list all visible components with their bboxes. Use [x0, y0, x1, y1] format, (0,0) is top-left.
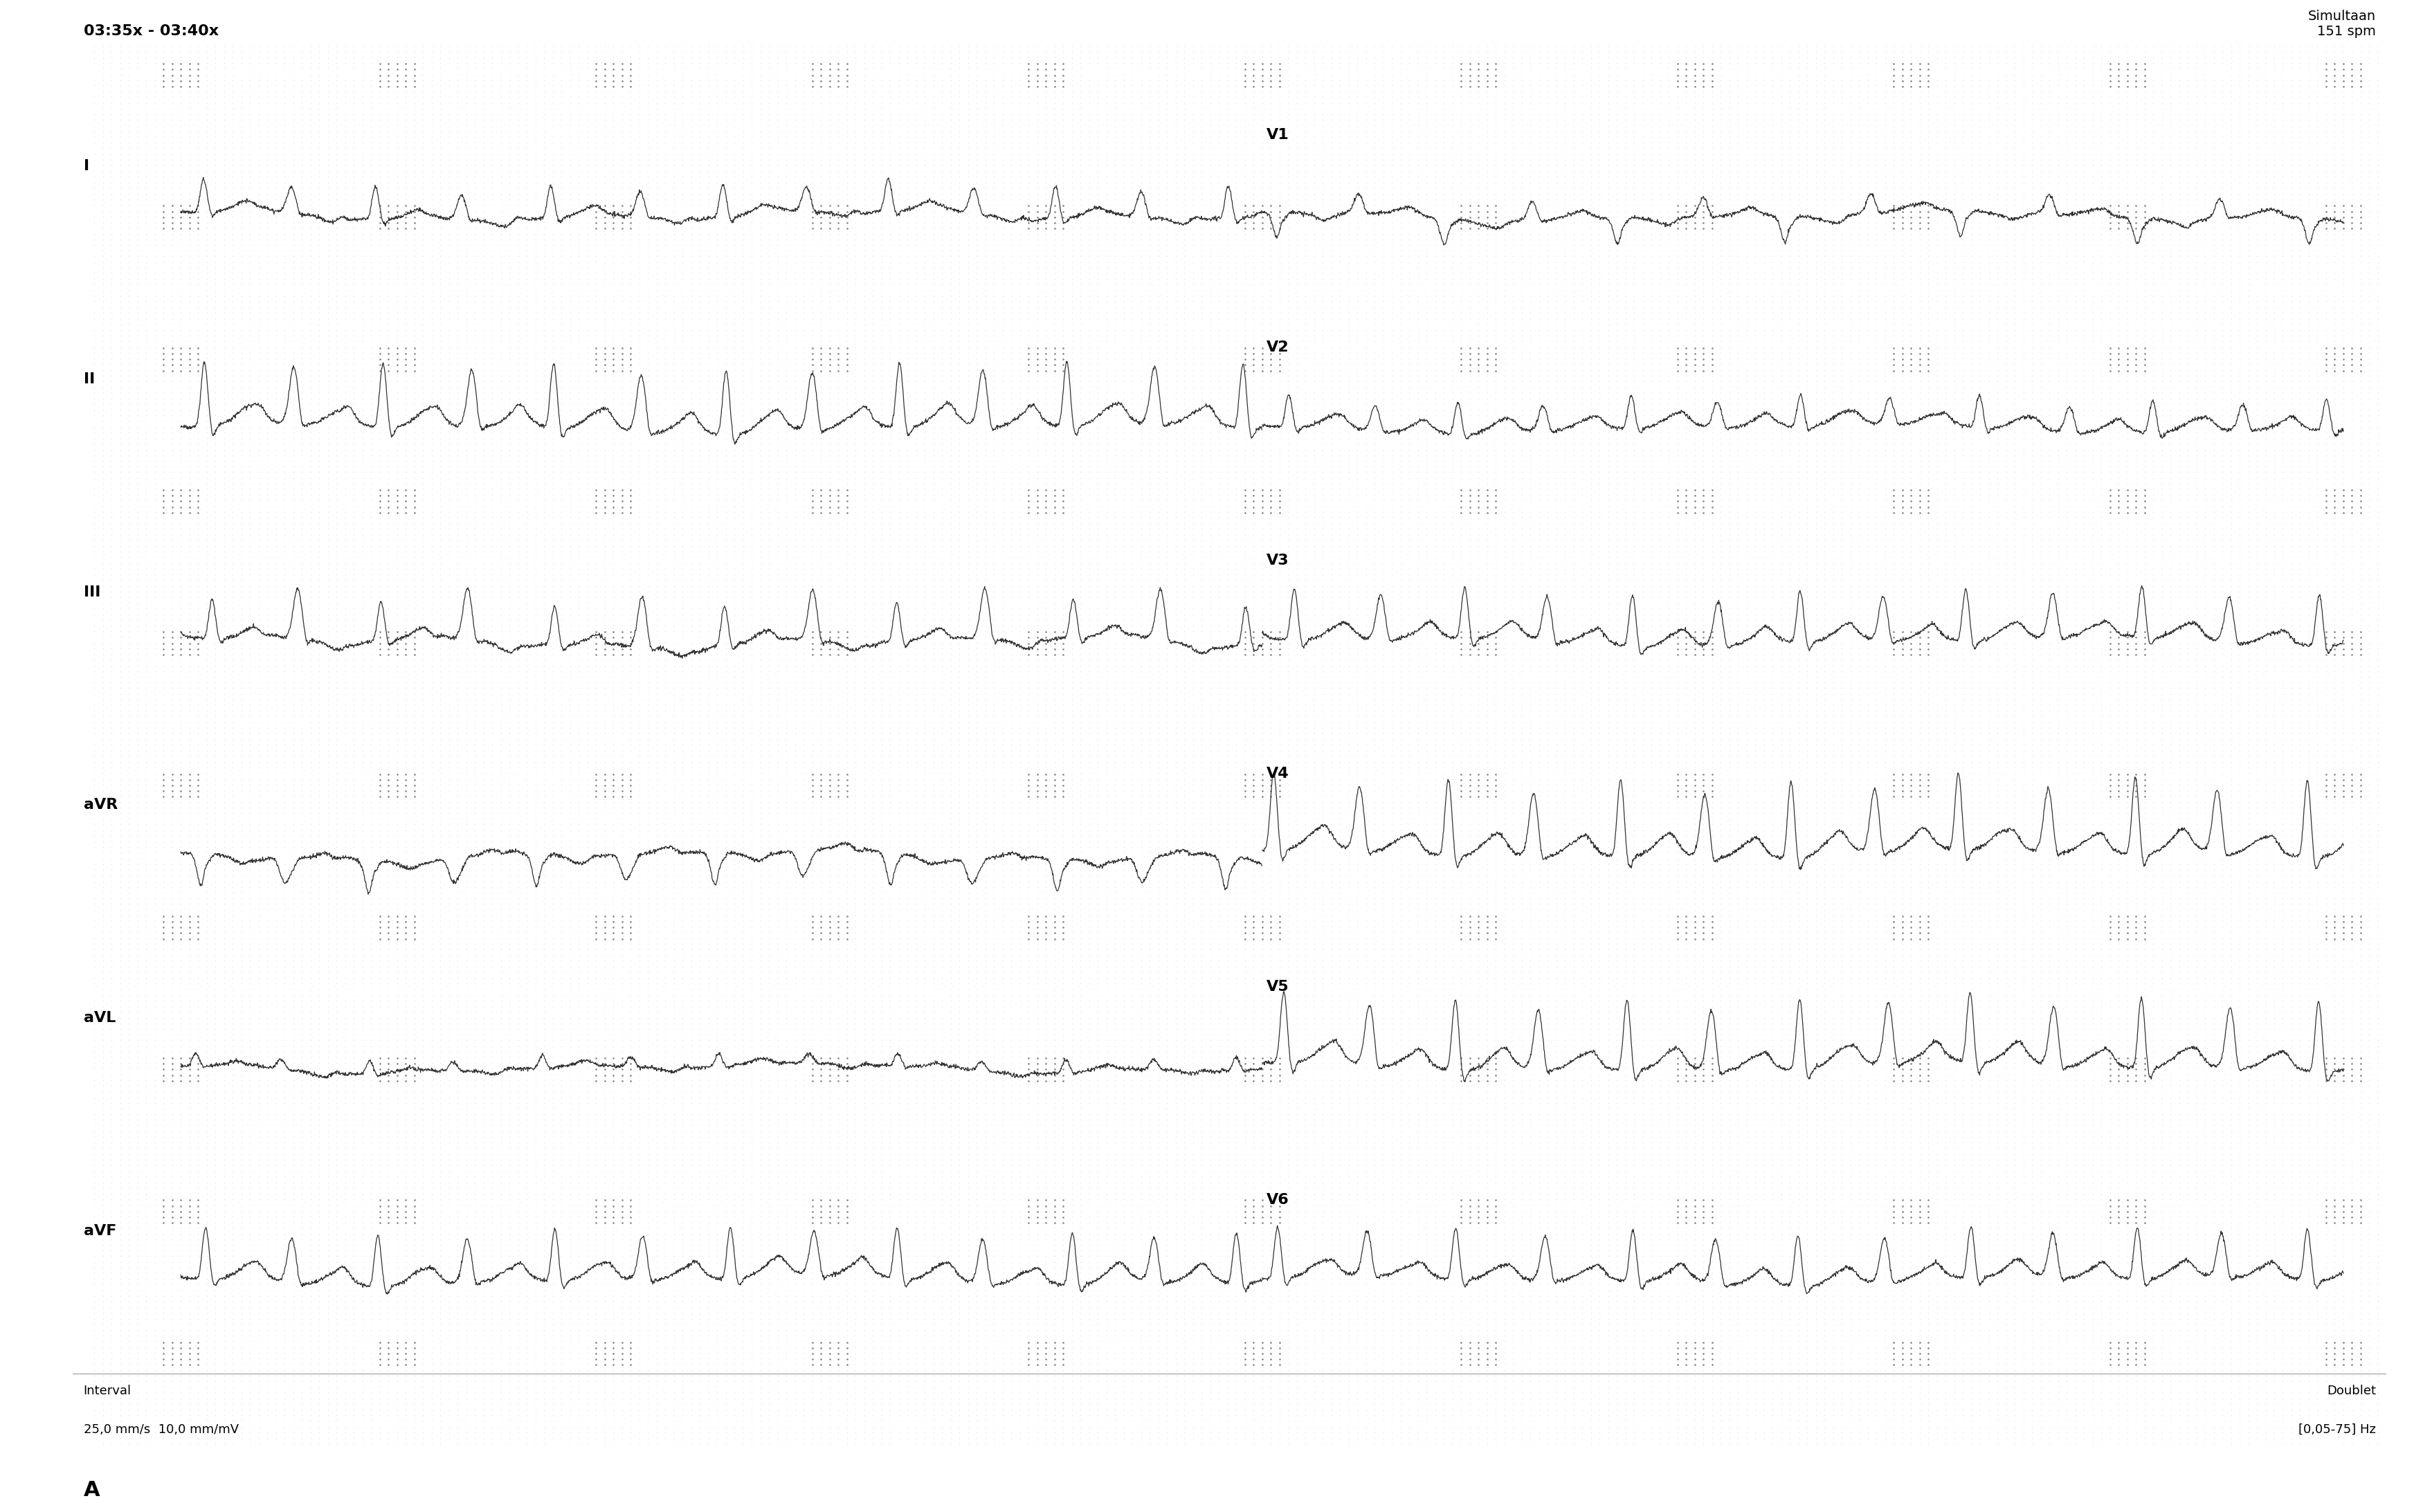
Text: V3: V3 [1267, 553, 1289, 567]
Text: 25,0 mm/s  10,0 mm/mV: 25,0 mm/s 10,0 mm/mV [82, 1423, 237, 1435]
Text: II: II [82, 372, 94, 386]
Text: A: A [82, 1480, 99, 1500]
Text: V4: V4 [1267, 767, 1289, 780]
Text: V6: V6 [1267, 1193, 1289, 1207]
Text: [0,05-75] Hz: [0,05-75] Hz [2299, 1423, 2377, 1435]
Text: 03:35x - 03:40x: 03:35x - 03:40x [82, 24, 218, 38]
Text: aVL: aVL [82, 1012, 116, 1025]
Text: V2: V2 [1267, 340, 1289, 355]
Text: aVF: aVF [82, 1225, 116, 1238]
Text: V5: V5 [1267, 980, 1289, 993]
Text: Simultaan
151 spm: Simultaan 151 spm [2309, 11, 2377, 38]
Text: Doublet: Doublet [2326, 1385, 2377, 1397]
Text: Interval: Interval [82, 1385, 131, 1397]
Text: V1: V1 [1267, 127, 1289, 142]
Text: I: I [82, 159, 90, 172]
Text: aVR: aVR [82, 798, 119, 812]
Text: III: III [82, 585, 99, 599]
